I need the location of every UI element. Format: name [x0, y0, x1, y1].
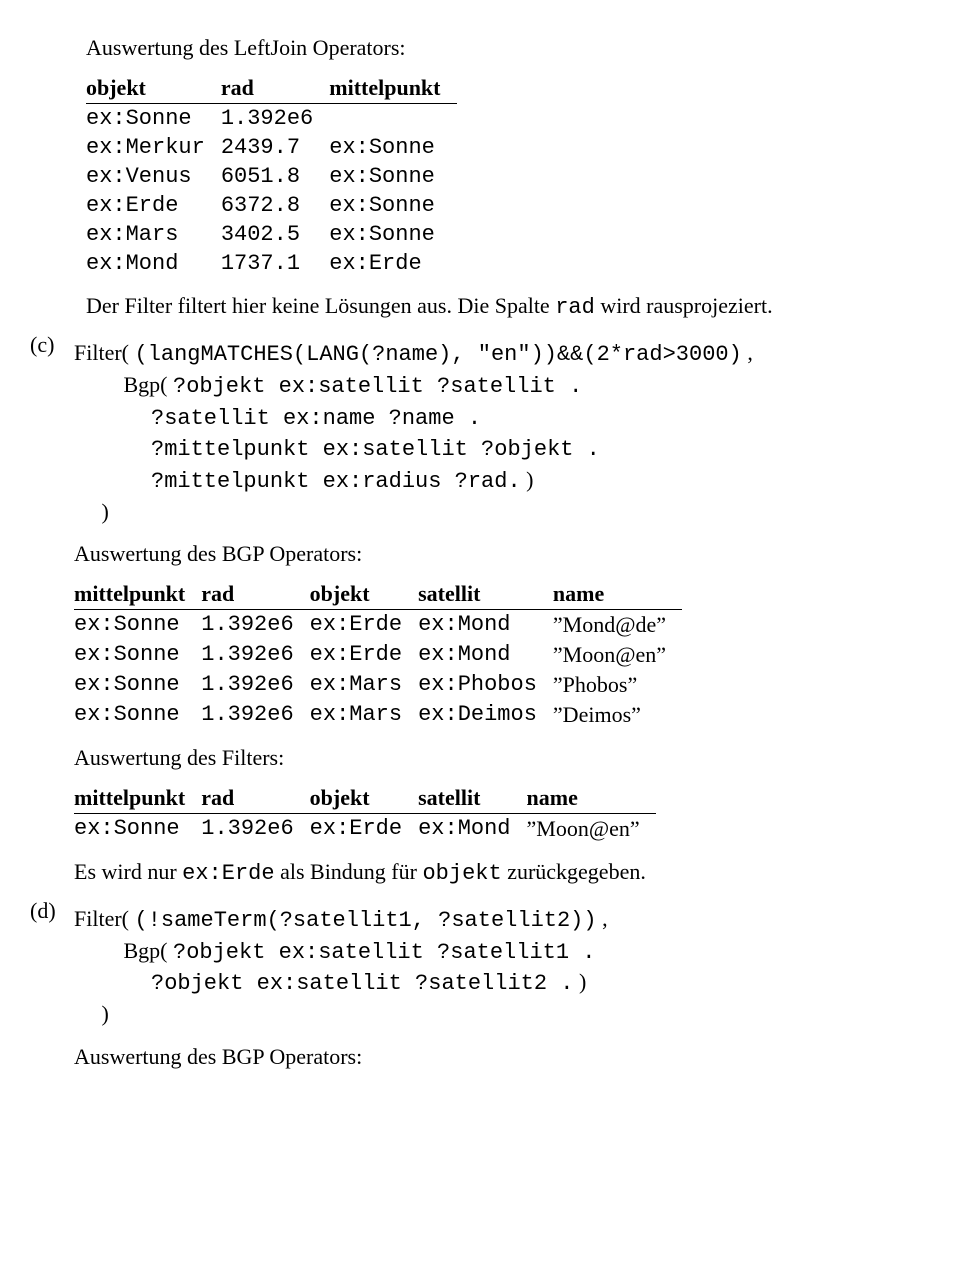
th-mittelpunkt: mittelpunkt — [329, 73, 456, 104]
c-label: (c) — [30, 332, 74, 358]
section-c: (c) Filter( (langMATCHES(LANG(?name), "e… — [30, 332, 930, 898]
bgp-table: mittelpunkt rad objekt satellit name ex:… — [74, 579, 682, 730]
d-label: (d) — [30, 898, 74, 924]
table-row: ex:Sonne1.392e6ex:Erdeex:Mond”Moon@en” — [74, 640, 682, 670]
table-row: ex:Sonne1.392e6ex:Erdeex:Mond”Mond@de” — [74, 609, 682, 640]
section-d: (d) Filter( (!sameTerm(?satellit1, ?sate… — [30, 898, 930, 1081]
filter-result-title: Auswertung des Filters: — [74, 744, 930, 773]
filter-result-table: mittelpunkt rad objekt satellit name ex:… — [74, 783, 656, 844]
table-row: ex:Mars3402.5ex:Sonne — [86, 220, 457, 249]
leftjoin-title: Auswertung des LeftJoin Operators: — [86, 34, 930, 63]
d-filter-code: Filter( (!sameTerm(?satellit1, ?satellit… — [74, 904, 930, 1029]
table-row: ex:Sonne1.392e6ex:Marsex:Phobos”Phobos” — [74, 670, 682, 700]
table-row: ex:Venus6051.8ex:Sonne — [86, 162, 457, 191]
bgp-title: Auswertung des BGP Operators: — [74, 540, 930, 569]
table-row: ex:Erde6372.8ex:Sonne — [86, 191, 457, 220]
th-rad: rad — [221, 73, 329, 104]
th-objekt: objekt — [86, 73, 221, 104]
table-row: ex:Mond1737.1ex:Erde — [86, 249, 457, 278]
table-row: ex:Sonne1.392e6ex:Erdeex:Mond”Moon@en” — [74, 813, 656, 844]
filter-explanation: Der Filter filtert hier keine Lösungen a… — [86, 292, 930, 323]
table-row: ex:Sonne1.392e6ex:Marsex:Deimos”Deimos” — [74, 700, 682, 730]
c-conclusion: Es wird nur ex:Erde als Bindung für obje… — [74, 858, 930, 889]
bgp2-title: Auswertung des BGP Operators: — [74, 1043, 930, 1072]
c-filter-code: Filter( (langMATCHES(LANG(?name), "en"))… — [74, 338, 930, 526]
table-row: ex:Sonne1.392e6 — [86, 103, 457, 133]
table-row: ex:Merkur2439.7ex:Sonne — [86, 133, 457, 162]
leftjoin-table: objekt rad mittelpunkt ex:Sonne1.392e6 e… — [86, 73, 457, 278]
